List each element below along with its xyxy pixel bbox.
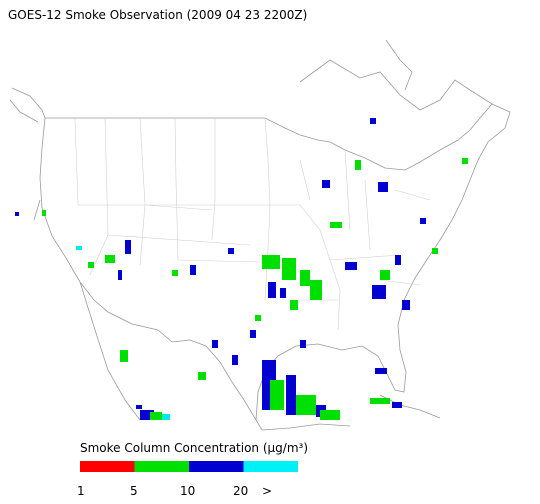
title: GOES-12 Smoke Observation (2009 04 23 22… [8, 8, 307, 22]
color-swatch [243, 461, 298, 472]
basemap [9, 39, 511, 431]
color-swatch [189, 461, 244, 472]
smoke-pixels [15, 118, 468, 420]
legend-title: Smoke Column Concentration (μg/m³) [80, 441, 308, 455]
legend-tick-label: 20 [233, 484, 248, 498]
color-bar: 1 5 10 20 > [77, 461, 298, 498]
legend-tick-label: 1 [77, 484, 85, 498]
color-swatch [134, 461, 189, 472]
legend-tick-label: 5 [130, 484, 138, 498]
legend-tick-label: 10 [180, 484, 195, 498]
color-swatch [80, 461, 135, 472]
legend-tick-label: > [262, 484, 272, 498]
